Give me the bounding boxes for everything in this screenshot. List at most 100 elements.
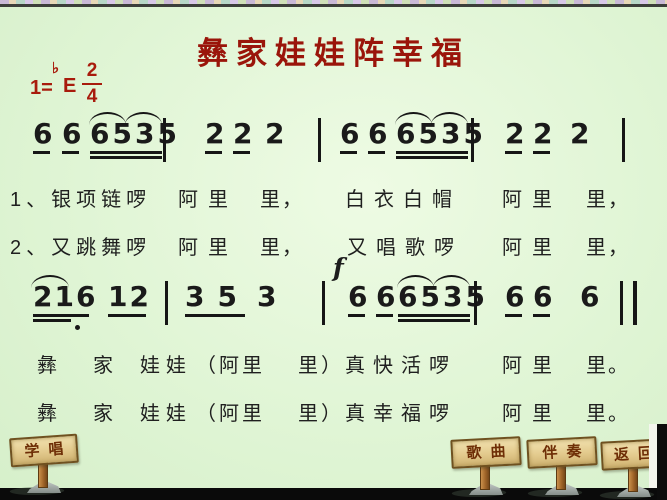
barline: [322, 281, 325, 325]
sixteenth-beam: [398, 319, 470, 322]
lyric-text: 阿里: [178, 237, 238, 259]
eighth-beam: [533, 314, 550, 317]
slur-arc: [31, 275, 69, 288]
key-tonic: 1=: [30, 77, 53, 99]
note-6: 6: [348, 280, 368, 313]
back-button[interactable]: 返回: [596, 438, 667, 500]
note-6: 6: [533, 280, 553, 313]
lyric-text: 真幸福啰: [345, 403, 457, 425]
note-6: 6: [376, 280, 396, 313]
lyric-text: 彝: [37, 355, 57, 377]
barline: [622, 118, 625, 162]
sixteenth-beam: [396, 156, 468, 159]
lyric-text: 真快活啰: [345, 355, 457, 377]
eighth-beam: [398, 314, 470, 317]
eighth-beam: [108, 314, 146, 317]
eighth-beam: [90, 151, 162, 154]
slur-arc: [397, 275, 434, 288]
barline: [318, 118, 321, 162]
slur-arc: [89, 112, 126, 125]
eighth-beam: [62, 151, 79, 154]
final-barline: [620, 281, 637, 325]
lyric-text: 2、又跳舞啰: [10, 237, 152, 259]
eighth-beam: [348, 314, 365, 317]
eighth-beam: [340, 151, 357, 154]
note-2: 2: [205, 117, 225, 150]
barline: [163, 118, 166, 162]
note-6: 6: [368, 117, 388, 150]
lyric-text: 里）: [298, 355, 344, 377]
barline: [165, 281, 168, 325]
eighth-beam: [505, 314, 522, 317]
lyric-text: 阿里: [178, 189, 238, 211]
sixteenth-beam: [90, 156, 162, 159]
lyric-text: 娃娃: [140, 403, 192, 425]
eighth-beam: [396, 151, 468, 154]
song-button[interactable]: 歌曲: [448, 436, 522, 498]
lyric-text: 里，: [586, 237, 630, 259]
note-35: 35: [185, 280, 250, 313]
slur-arc: [395, 112, 432, 125]
lyric-text: 家: [93, 403, 113, 425]
eighth-beam: [33, 151, 50, 154]
lyric-text: 里，: [260, 237, 304, 259]
time-signature-denominator: 4: [86, 86, 98, 107]
note-6: 6: [33, 117, 53, 150]
learn-to-sing-button[interactable]: 学唱: [6, 433, 80, 496]
lyric-text: （阿里: [196, 403, 265, 425]
eighth-beam: [205, 151, 222, 154]
lyric-text: 阿里: [502, 237, 562, 259]
note-2: 2: [533, 117, 553, 150]
note-6: 6: [580, 280, 600, 313]
sign-board: 学唱: [9, 433, 79, 468]
note-6: 6: [340, 117, 360, 150]
eighth-beam: [505, 151, 522, 154]
lyric-text: 家: [93, 355, 113, 377]
right-edge-band: [657, 424, 667, 500]
eighth-beam: [533, 151, 550, 154]
lyric-text: 阿里: [502, 403, 562, 425]
lyric-text: 里，: [586, 189, 630, 211]
note-2: 2: [265, 117, 285, 150]
note-2: 2: [505, 117, 525, 150]
sign-label: 伴奏: [542, 442, 591, 463]
slur-arc: [125, 112, 162, 125]
note-3: 3: [257, 280, 277, 313]
sixteenth-beam: [33, 319, 71, 322]
lyric-text: 1、银项链啰: [10, 189, 152, 211]
lyric-text: 彝: [37, 403, 57, 425]
lyric-text: 里）: [298, 403, 344, 425]
accompaniment-button[interactable]: 伴奏: [524, 436, 598, 498]
video-noise-strip: [0, 0, 667, 7]
sign-board: 伴奏: [526, 436, 598, 469]
slur-arc: [433, 275, 470, 288]
barline: [474, 281, 477, 325]
eighth-beam: [33, 314, 89, 317]
eighth-beam: [185, 314, 245, 317]
note-6: 6: [62, 117, 82, 150]
note-6: 6: [505, 280, 525, 313]
time-signature: 2 4: [82, 60, 102, 108]
sign-board: 歌曲: [450, 436, 522, 469]
barline: [471, 118, 474, 162]
sign-label: 歌曲: [466, 442, 515, 463]
eighth-beam: [233, 151, 250, 154]
flat-accidental-icon: ♭: [52, 60, 60, 77]
time-signature-numerator: 2: [82, 60, 102, 85]
note-12: 12: [108, 280, 151, 313]
key-letter: E: [63, 75, 77, 97]
right-edge-artifact: [649, 424, 657, 488]
lyric-text: 娃娃: [140, 355, 192, 377]
lyric-text: 又唱歌啰: [347, 237, 463, 259]
note-2: 2: [233, 117, 253, 150]
lyric-text: 里。: [586, 403, 630, 425]
slur-arc: [431, 112, 468, 125]
eighth-beam: [368, 151, 385, 154]
dynamic-forte-marking: f: [333, 253, 344, 282]
lyric-text: 白衣白帽: [345, 189, 461, 211]
lyric-text: 阿里: [502, 355, 562, 377]
lyric-text: 阿里: [502, 189, 562, 211]
low-octave-dot: [75, 325, 80, 330]
note-2: 2: [570, 117, 590, 150]
